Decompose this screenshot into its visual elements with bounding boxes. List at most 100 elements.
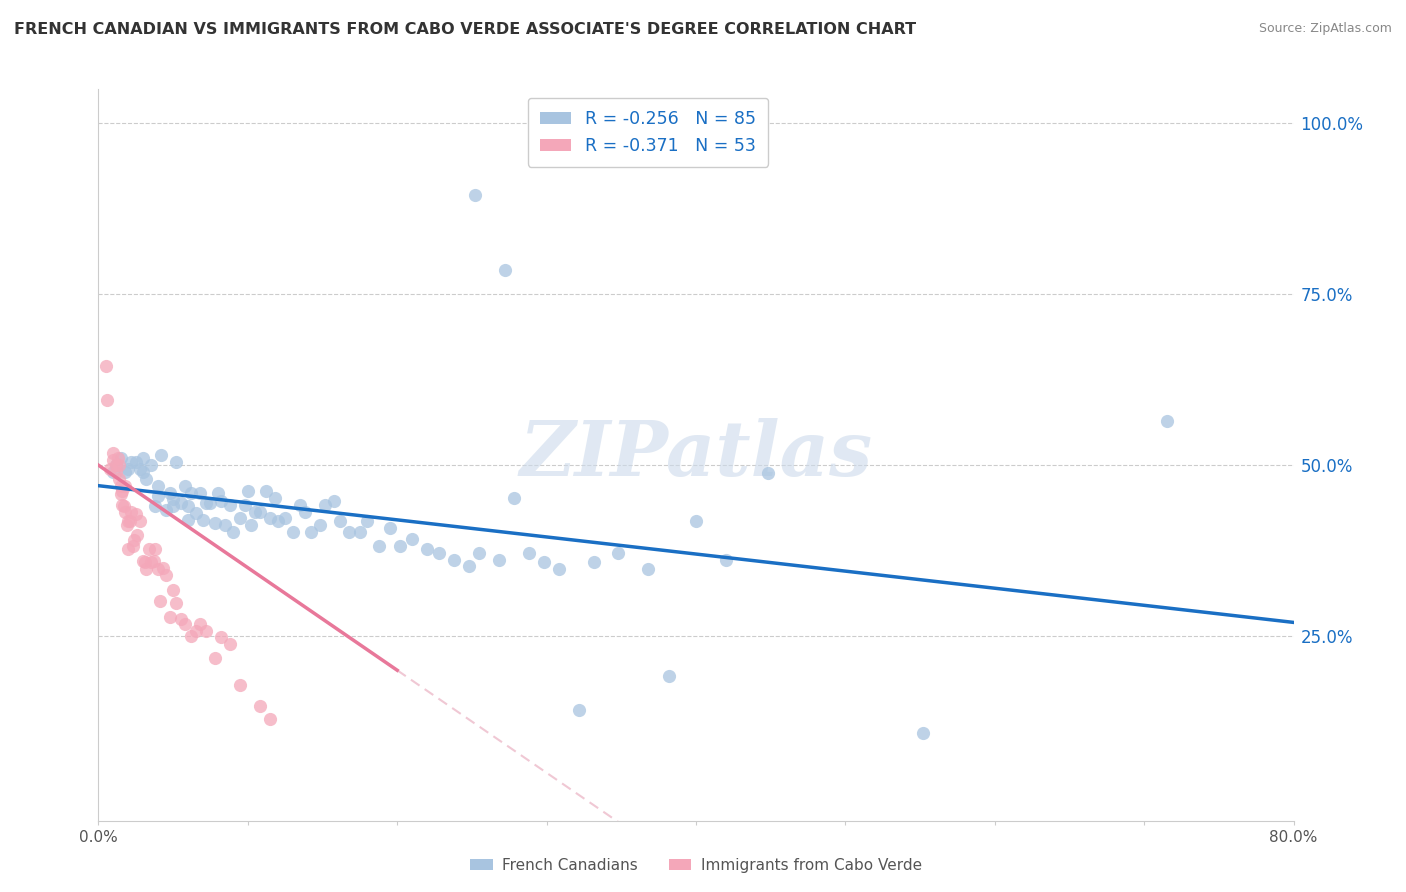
Point bbox=[148, 489, 170, 503]
Point bbox=[108, 458, 131, 472]
Point bbox=[274, 511, 297, 525]
Point bbox=[105, 465, 128, 479]
Point bbox=[132, 554, 155, 568]
Point bbox=[912, 726, 935, 740]
Point bbox=[111, 484, 134, 499]
Point bbox=[685, 514, 707, 528]
Point bbox=[121, 539, 143, 553]
Point bbox=[107, 451, 129, 466]
Point bbox=[115, 518, 138, 533]
Point bbox=[191, 513, 214, 527]
Point bbox=[184, 624, 207, 638]
Point bbox=[756, 467, 779, 481]
Point bbox=[162, 492, 184, 507]
Point bbox=[464, 188, 486, 202]
Point bbox=[132, 451, 155, 466]
Point bbox=[249, 698, 271, 713]
Point bbox=[125, 508, 148, 522]
Point bbox=[222, 525, 245, 540]
Point bbox=[488, 552, 510, 566]
Point bbox=[143, 499, 166, 513]
Point bbox=[184, 506, 207, 520]
Point bbox=[165, 455, 187, 469]
Point bbox=[117, 514, 139, 528]
Point bbox=[135, 472, 157, 486]
Point bbox=[124, 533, 146, 548]
Point bbox=[143, 541, 166, 556]
Point bbox=[112, 499, 135, 513]
Point bbox=[174, 478, 197, 492]
Point bbox=[315, 498, 337, 512]
Point bbox=[204, 651, 226, 665]
Point bbox=[245, 505, 267, 519]
Point bbox=[329, 514, 352, 528]
Point bbox=[214, 518, 236, 533]
Text: Source: ZipAtlas.com: Source: ZipAtlas.com bbox=[1258, 22, 1392, 36]
Point bbox=[110, 451, 132, 466]
Point bbox=[254, 484, 277, 499]
Point bbox=[323, 493, 346, 508]
Point bbox=[134, 555, 156, 569]
Point bbox=[502, 491, 524, 505]
Point bbox=[233, 498, 256, 512]
Text: FRENCH CANADIAN VS IMMIGRANTS FROM CABO VERDE ASSOCIATE'S DEGREE CORRELATION CHA: FRENCH CANADIAN VS IMMIGRANTS FROM CABO … bbox=[14, 22, 917, 37]
Point bbox=[180, 629, 202, 643]
Point bbox=[177, 499, 200, 513]
Point bbox=[209, 631, 232, 645]
Point bbox=[150, 448, 173, 462]
Point bbox=[169, 496, 191, 510]
Point bbox=[443, 552, 465, 566]
Point bbox=[165, 596, 187, 610]
Point bbox=[267, 514, 290, 528]
Point bbox=[111, 498, 134, 512]
Point bbox=[94, 359, 117, 373]
Text: ZIPatlas: ZIPatlas bbox=[519, 418, 873, 491]
Point bbox=[517, 546, 540, 560]
Point bbox=[96, 393, 118, 408]
Point bbox=[138, 541, 160, 556]
Point bbox=[259, 511, 281, 525]
Point bbox=[110, 487, 132, 501]
Point bbox=[299, 525, 322, 540]
Point bbox=[204, 516, 226, 531]
Point bbox=[129, 514, 152, 528]
Point bbox=[288, 498, 311, 512]
Point bbox=[152, 560, 174, 574]
Point bbox=[229, 678, 252, 692]
Point bbox=[714, 552, 737, 566]
Point bbox=[195, 624, 218, 638]
Point bbox=[180, 485, 202, 500]
Point bbox=[110, 478, 132, 492]
Point bbox=[339, 525, 360, 540]
Point bbox=[103, 465, 125, 479]
Point bbox=[239, 518, 262, 533]
Point bbox=[155, 567, 177, 582]
Point bbox=[139, 555, 162, 569]
Point bbox=[149, 593, 172, 607]
Point bbox=[103, 452, 125, 467]
Point bbox=[162, 582, 184, 597]
Point bbox=[139, 458, 162, 472]
Point bbox=[127, 528, 149, 542]
Point bbox=[169, 612, 191, 626]
Point bbox=[468, 546, 491, 560]
Point bbox=[207, 485, 229, 500]
Point bbox=[458, 559, 481, 574]
Point bbox=[105, 458, 128, 472]
Point bbox=[120, 505, 142, 519]
Point bbox=[259, 713, 281, 727]
Point bbox=[401, 532, 423, 546]
Point bbox=[177, 513, 200, 527]
Point bbox=[129, 461, 152, 475]
Point bbox=[162, 499, 184, 513]
Point bbox=[159, 610, 181, 624]
Point bbox=[118, 514, 141, 528]
Point bbox=[236, 484, 259, 499]
Point bbox=[637, 562, 659, 576]
Point bbox=[368, 539, 391, 553]
Point bbox=[114, 505, 136, 519]
Point bbox=[188, 485, 211, 500]
Point bbox=[263, 491, 285, 505]
Point bbox=[308, 518, 330, 533]
Point bbox=[547, 562, 569, 576]
